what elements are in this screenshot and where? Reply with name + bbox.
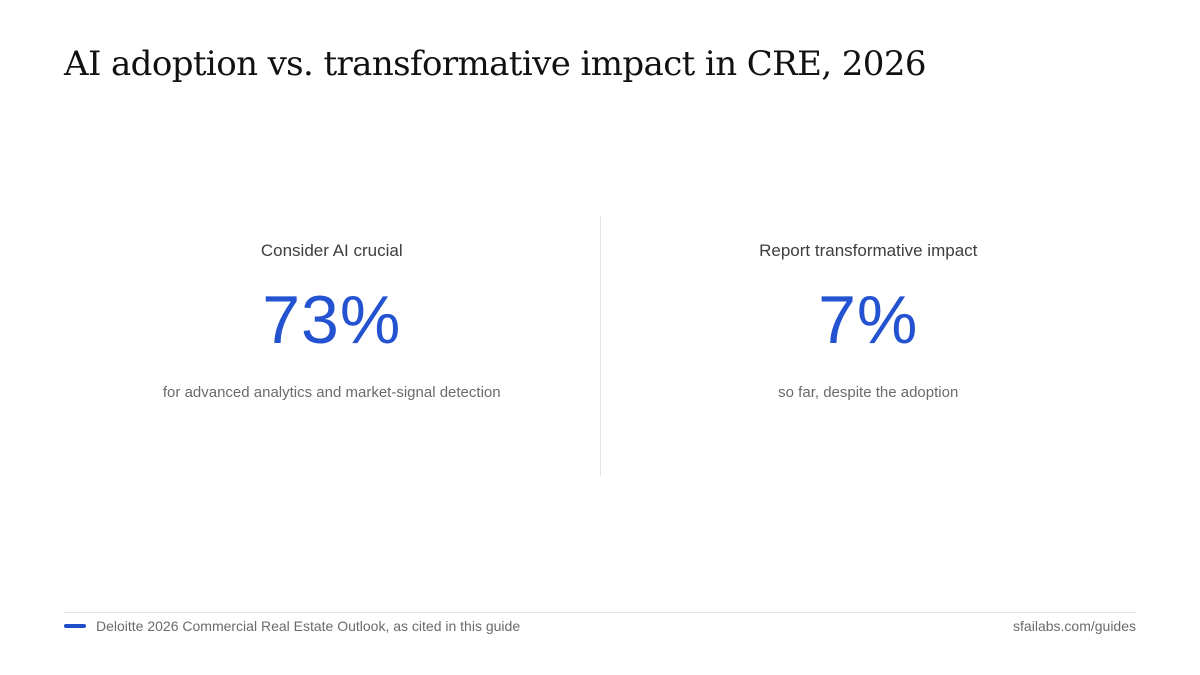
stat-value: 7%: [818, 282, 919, 358]
stat-note: for advanced analytics and market-signal…: [162, 384, 501, 401]
source-text: Deloitte 2026 Commercial Real Estate Out…: [96, 618, 521, 634]
stat-card-transformative-impact: Report transformative impact 7% so far, …: [601, 216, 1137, 476]
stats-panel: Consider AI crucial 73% for advanced ana…: [64, 216, 1136, 476]
accent-bar-icon: [64, 624, 86, 628]
stat-value: 73%: [262, 282, 402, 358]
page-title: AI adoption vs. transformative impact in…: [64, 44, 926, 84]
footer-divider: [64, 612, 1136, 613]
stat-label: Consider AI crucial: [260, 241, 403, 260]
stat-card-ai-crucial: Consider AI crucial 73% for advanced ana…: [64, 216, 600, 476]
footer: Deloitte 2026 Commercial Real Estate Out…: [64, 616, 1136, 636]
stat-label: Report transformative impact: [759, 241, 978, 260]
vertical-divider: [599, 216, 601, 476]
source-note: Deloitte 2026 Commercial Real Estate Out…: [64, 618, 520, 634]
site-link[interactable]: sfailabs.com/guides: [1013, 618, 1136, 634]
stat-note: so far, despite the adoption: [778, 384, 959, 401]
